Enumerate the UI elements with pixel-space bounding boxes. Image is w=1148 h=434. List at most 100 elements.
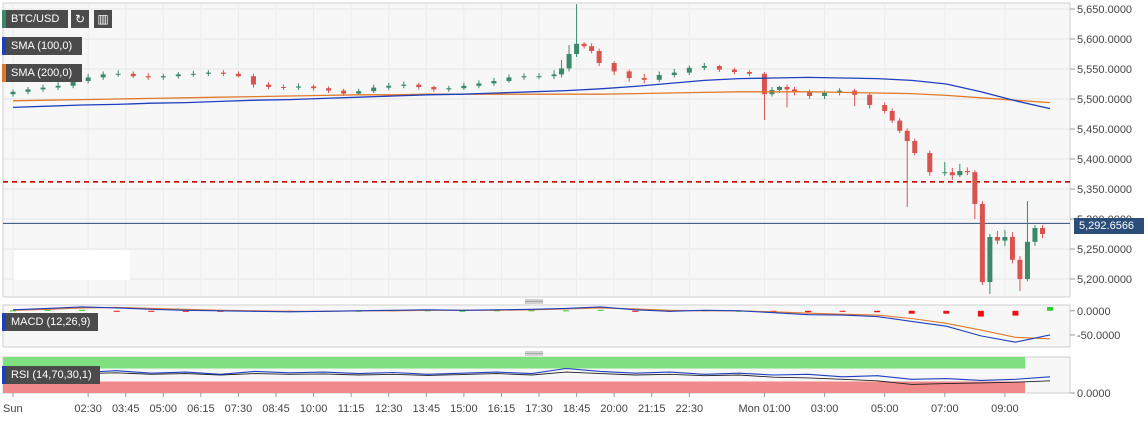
y-tick-label: 5,200.0000 bbox=[1077, 274, 1132, 286]
main-grid bbox=[2, 2, 1071, 394]
rsi-color-bar bbox=[2, 366, 6, 384]
rsi-oversold-zone bbox=[3, 381, 1025, 393]
x-tick-label: 17:30 bbox=[525, 403, 553, 415]
candle-body bbox=[897, 120, 903, 131]
macd-color-bar bbox=[2, 313, 6, 331]
candle-body bbox=[807, 91, 813, 96]
candle-body bbox=[822, 93, 828, 96]
candle-body bbox=[746, 72, 752, 74]
candle-body bbox=[175, 74, 181, 77]
x-tick-label: 16:15 bbox=[488, 403, 516, 415]
main-y-axis: 5,650.0000 5,600.0000 5,550.0000 5,500.0000… bbox=[1070, 4, 1132, 286]
candle-body bbox=[987, 237, 993, 282]
candlestick-icon: ▥ bbox=[97, 12, 109, 26]
sma100-line bbox=[12, 76, 1051, 110]
candle-body bbox=[521, 76, 527, 78]
candle-body bbox=[100, 74, 106, 78]
x-tick-label: 15:00 bbox=[450, 403, 478, 415]
candle-body bbox=[626, 71, 632, 78]
candle-body bbox=[559, 68, 565, 75]
candle-body bbox=[536, 76, 542, 78]
candle-body bbox=[25, 89, 31, 92]
candle-body bbox=[85, 77, 91, 81]
x-tick-label: 03:00 bbox=[811, 403, 839, 415]
candle-body bbox=[889, 111, 895, 121]
rsi-secondary-line bbox=[12, 371, 1051, 385]
macd-histogram-bar bbox=[1047, 306, 1053, 311]
candle-body bbox=[912, 141, 918, 153]
macd-y-tick-label: -50.0000 bbox=[1077, 330, 1120, 342]
x-tick-label: 10:00 bbox=[300, 403, 328, 415]
candle-body bbox=[250, 76, 256, 85]
macd-histogram-bar bbox=[44, 309, 51, 311]
macd-histogram-bar bbox=[182, 310, 189, 312]
rsi-label: RSI (14,70,30,1) bbox=[11, 369, 92, 381]
y-tick-label: 5,550.0000 bbox=[1077, 64, 1132, 76]
candle-body bbox=[491, 81, 497, 84]
candle-body bbox=[461, 85, 467, 89]
sma200-label: SMA (200,0) bbox=[11, 67, 73, 79]
x-tick-label: 09:00 bbox=[991, 403, 1019, 415]
candles bbox=[10, 4, 1045, 294]
macd-histogram-bar bbox=[874, 310, 881, 313]
chart-type-button[interactable]: ▥ bbox=[94, 10, 112, 28]
x-axis: Sun 02:30 03:45 05:00 06:15 07:30 08:45 10:00 11… bbox=[3, 393, 1019, 415]
y-tick-label: 5,400.0000 bbox=[1077, 154, 1132, 166]
candle-body bbox=[70, 81, 76, 86]
sma200-tag[interactable]: SMA (200,0) bbox=[2, 64, 82, 82]
x-tick-label: 21:15 bbox=[638, 403, 666, 415]
rsi-tag[interactable]: RSI (14,70,30,1) bbox=[2, 366, 100, 384]
macd-label: MACD (12,26,9) bbox=[11, 316, 91, 328]
x-tick-label: 03:45 bbox=[112, 403, 140, 415]
x-tick-label: 13:45 bbox=[413, 403, 441, 415]
refresh-button[interactable]: ↻ bbox=[71, 10, 89, 28]
x-tick-label: 07:00 bbox=[931, 403, 959, 415]
candle-body bbox=[581, 43, 587, 47]
candle-body bbox=[1024, 241, 1030, 279]
candle-body bbox=[686, 67, 692, 73]
candle-body bbox=[957, 171, 963, 176]
symbol-color-bar bbox=[2, 10, 6, 28]
candle-body bbox=[1039, 228, 1045, 234]
y-tick-label: 5,500.0000 bbox=[1077, 94, 1132, 106]
candle-body bbox=[160, 76, 166, 78]
macd-histogram-bar bbox=[563, 310, 570, 312]
candle-body bbox=[776, 87, 782, 90]
x-tick-label: 12:30 bbox=[375, 403, 403, 415]
candle-body bbox=[326, 88, 332, 91]
blank-box bbox=[14, 250, 130, 280]
candle-body bbox=[641, 78, 647, 80]
macd-histogram-bar bbox=[528, 310, 535, 312]
candle-body bbox=[506, 77, 512, 81]
x-tick-label: 07:30 bbox=[225, 403, 253, 415]
candle-body bbox=[386, 85, 392, 88]
candle-body bbox=[964, 171, 970, 173]
macd-line bbox=[12, 306, 1051, 343]
sma100-tag[interactable]: SMA (100,0) bbox=[2, 37, 82, 55]
macd-histogram-bar bbox=[943, 310, 950, 314]
x-tick-label: 18:45 bbox=[563, 403, 591, 415]
candle-body bbox=[356, 91, 362, 94]
candle-body bbox=[551, 74, 557, 77]
candle-body bbox=[130, 73, 136, 77]
x-tick-label: Sun bbox=[3, 403, 23, 415]
x-tick-label: 20:00 bbox=[600, 403, 628, 415]
macd-tag[interactable]: MACD (12,26,9) bbox=[2, 313, 98, 331]
macd-histogram-bar bbox=[597, 309, 604, 311]
y-tick-label: 5,450.0000 bbox=[1077, 124, 1132, 136]
sma200-line bbox=[12, 91, 1051, 104]
y-tick-label: 5,250.0000 bbox=[1077, 244, 1132, 256]
candle-body bbox=[1009, 237, 1015, 260]
sma100-label: SMA (100,0) bbox=[11, 40, 73, 52]
candle-body bbox=[792, 89, 798, 92]
candle-body bbox=[731, 69, 737, 72]
candle-body bbox=[566, 54, 572, 69]
macd-histogram-bar bbox=[10, 310, 16, 312]
symbol-tag[interactable]: BTC/USD bbox=[2, 10, 68, 28]
candle-body bbox=[401, 84, 407, 86]
main-panel-bg bbox=[2, 2, 1071, 298]
candle-body bbox=[942, 172, 948, 174]
x-tick-label: 08:45 bbox=[262, 403, 290, 415]
candle-body bbox=[784, 87, 790, 90]
candle-body bbox=[115, 73, 121, 75]
